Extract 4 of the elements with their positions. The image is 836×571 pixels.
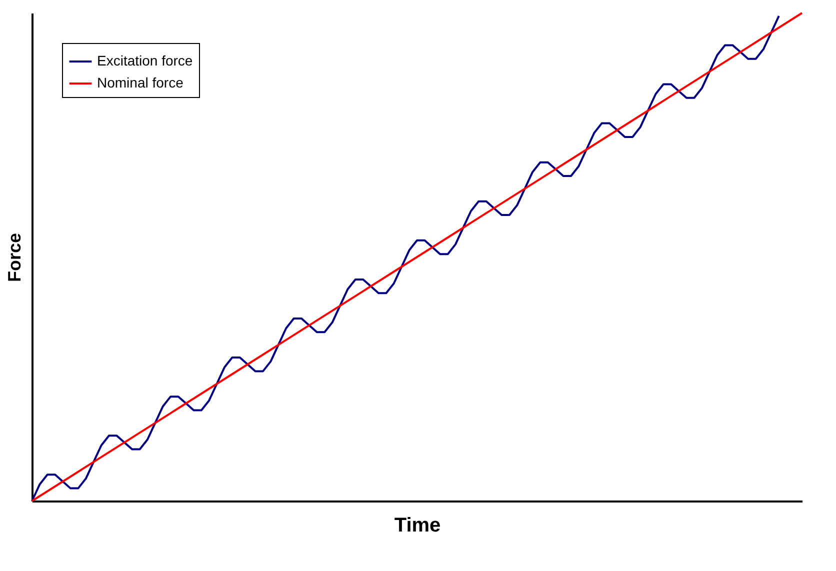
legend-label: Nominal force [97,74,184,90]
legend-label: Excitation force [97,52,193,68]
x-axis-title: Time [394,514,441,536]
y-axis-title: Force [4,232,24,282]
